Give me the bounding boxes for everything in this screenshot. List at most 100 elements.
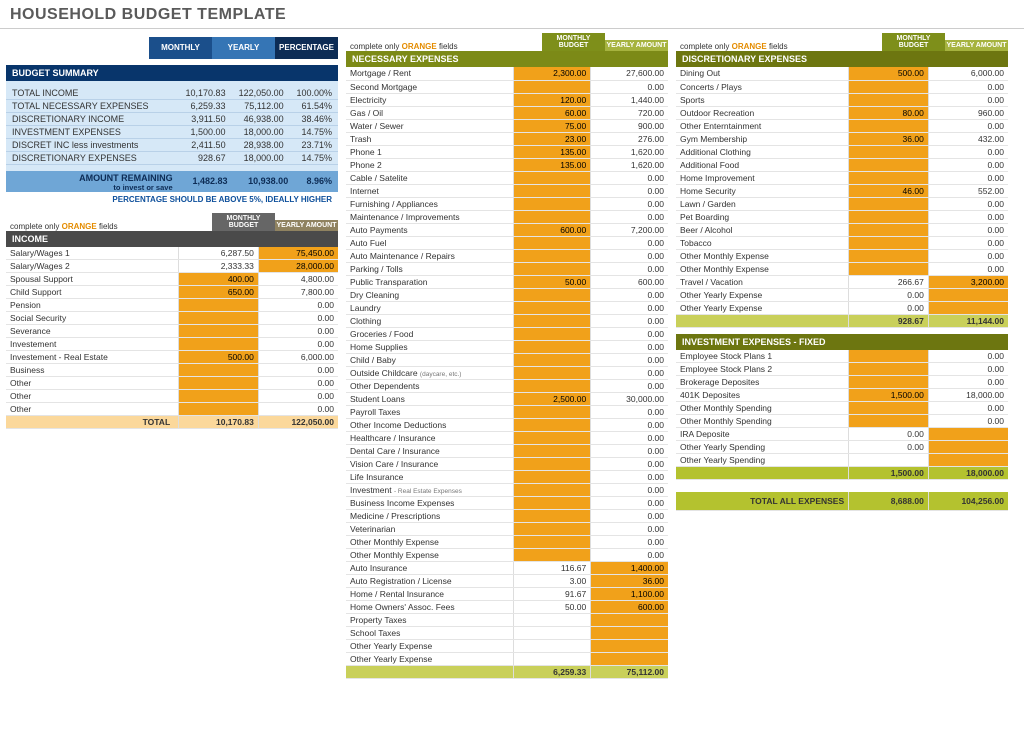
item-yearly[interactable]: 30,000.00 xyxy=(591,392,668,405)
item-yearly[interactable]: 0.00 xyxy=(591,288,668,301)
item-monthly[interactable] xyxy=(513,314,590,327)
item-monthly[interactable] xyxy=(513,483,590,496)
item-yearly[interactable]: 0.00 xyxy=(258,299,338,312)
item-monthly[interactable] xyxy=(179,403,259,416)
item-monthly[interactable] xyxy=(513,639,590,652)
item-yearly[interactable]: 0.00 xyxy=(591,353,668,366)
item-monthly[interactable] xyxy=(513,535,590,548)
item-yearly[interactable]: 0.00 xyxy=(591,80,668,93)
item-yearly[interactable] xyxy=(928,454,1008,467)
item-yearly[interactable]: 552.00 xyxy=(928,184,1008,197)
item-monthly[interactable]: 2,300.00 xyxy=(513,67,590,80)
item-yearly[interactable]: 0.00 xyxy=(258,377,338,390)
item-yearly[interactable]: 0.00 xyxy=(258,390,338,403)
item-yearly[interactable]: 0.00 xyxy=(591,522,668,535)
item-yearly[interactable]: 0.00 xyxy=(591,431,668,444)
item-monthly[interactable] xyxy=(513,171,590,184)
item-yearly[interactable] xyxy=(928,441,1008,454)
item-monthly[interactable] xyxy=(179,338,259,351)
item-monthly[interactable] xyxy=(179,390,259,403)
item-monthly[interactable] xyxy=(513,197,590,210)
item-monthly[interactable] xyxy=(849,171,929,184)
item-monthly[interactable] xyxy=(849,145,929,158)
item-monthly[interactable] xyxy=(179,364,259,377)
item-monthly[interactable] xyxy=(513,80,590,93)
tab-monthly[interactable]: MONTHLY xyxy=(149,37,212,59)
item-monthly[interactable] xyxy=(513,613,590,626)
item-yearly[interactable] xyxy=(591,639,668,652)
item-monthly[interactable]: 0.00 xyxy=(849,288,929,301)
item-yearly[interactable]: 0.00 xyxy=(928,350,1008,363)
item-monthly[interactable] xyxy=(849,210,929,223)
item-monthly[interactable] xyxy=(513,301,590,314)
item-yearly[interactable]: 6,000.00 xyxy=(928,67,1008,80)
item-monthly[interactable] xyxy=(179,299,259,312)
item-monthly[interactable] xyxy=(513,509,590,522)
item-monthly[interactable] xyxy=(513,457,590,470)
item-yearly[interactable]: 0.00 xyxy=(591,314,668,327)
item-monthly[interactable] xyxy=(849,262,929,275)
item-yearly[interactable]: 0.00 xyxy=(928,402,1008,415)
item-yearly[interactable]: 7,800.00 xyxy=(258,286,338,299)
item-yearly[interactable]: 0.00 xyxy=(591,405,668,418)
item-monthly[interactable]: 500.00 xyxy=(179,351,259,364)
item-yearly[interactable]: 4,800.00 xyxy=(258,273,338,286)
item-monthly[interactable] xyxy=(513,327,590,340)
item-monthly[interactable] xyxy=(513,340,590,353)
item-monthly[interactable] xyxy=(179,377,259,390)
item-monthly[interactable] xyxy=(849,119,929,132)
item-yearly[interactable]: 0.00 xyxy=(928,145,1008,158)
item-yearly[interactable]: 0.00 xyxy=(591,379,668,392)
item-yearly[interactable]: 0.00 xyxy=(591,184,668,197)
tab-percentage[interactable]: PERCENTAGE xyxy=(275,37,338,59)
item-monthly[interactable]: 266.67 xyxy=(849,275,929,288)
item-yearly[interactable]: 0.00 xyxy=(258,312,338,325)
item-monthly[interactable] xyxy=(849,402,929,415)
item-monthly[interactable]: 2,500.00 xyxy=(513,392,590,405)
item-monthly[interactable]: 116.67 xyxy=(513,561,590,574)
item-monthly[interactable]: 400.00 xyxy=(179,273,259,286)
item-yearly[interactable]: 7,200.00 xyxy=(591,223,668,236)
item-monthly[interactable] xyxy=(513,444,590,457)
item-yearly[interactable] xyxy=(928,288,1008,301)
item-monthly[interactable] xyxy=(513,379,590,392)
item-monthly[interactable] xyxy=(849,415,929,428)
item-monthly[interactable] xyxy=(849,236,929,249)
item-yearly[interactable]: 0.00 xyxy=(928,197,1008,210)
item-yearly[interactable] xyxy=(928,301,1008,314)
item-monthly[interactable]: 135.00 xyxy=(513,145,590,158)
item-monthly[interactable] xyxy=(179,312,259,325)
item-yearly[interactable]: 0.00 xyxy=(591,535,668,548)
item-monthly[interactable] xyxy=(513,288,590,301)
item-monthly[interactable]: 91.67 xyxy=(513,587,590,600)
item-monthly[interactable] xyxy=(849,363,929,376)
item-yearly[interactable]: 0.00 xyxy=(591,366,668,379)
item-monthly[interactable] xyxy=(849,93,929,106)
item-yearly[interactable]: 0.00 xyxy=(928,210,1008,223)
item-monthly[interactable] xyxy=(513,405,590,418)
item-yearly[interactable]: 0.00 xyxy=(591,548,668,561)
item-monthly[interactable]: 1,500.00 xyxy=(849,389,929,402)
item-yearly[interactable]: 0.00 xyxy=(591,301,668,314)
item-monthly[interactable] xyxy=(513,522,590,535)
item-monthly[interactable] xyxy=(513,626,590,639)
item-monthly[interactable]: 3.00 xyxy=(513,574,590,587)
item-monthly[interactable] xyxy=(849,376,929,389)
item-monthly[interactable]: 23.00 xyxy=(513,132,590,145)
item-yearly[interactable]: 75,450.00 xyxy=(258,247,338,260)
item-monthly[interactable] xyxy=(513,353,590,366)
item-yearly[interactable]: 0.00 xyxy=(928,171,1008,184)
item-yearly[interactable]: 0.00 xyxy=(928,158,1008,171)
item-yearly[interactable]: 0.00 xyxy=(591,262,668,275)
item-yearly[interactable]: 0.00 xyxy=(258,364,338,377)
item-yearly[interactable]: 720.00 xyxy=(591,106,668,119)
item-yearly[interactable]: 0.00 xyxy=(928,119,1008,132)
item-yearly[interactable]: 600.00 xyxy=(591,275,668,288)
item-yearly[interactable]: 1,440.00 xyxy=(591,93,668,106)
item-monthly[interactable] xyxy=(849,197,929,210)
item-yearly[interactable]: 1,620.00 xyxy=(591,158,668,171)
item-monthly[interactable]: 75.00 xyxy=(513,119,590,132)
item-yearly[interactable]: 0.00 xyxy=(591,509,668,522)
item-monthly[interactable]: 0.00 xyxy=(849,301,929,314)
item-monthly[interactable] xyxy=(849,249,929,262)
